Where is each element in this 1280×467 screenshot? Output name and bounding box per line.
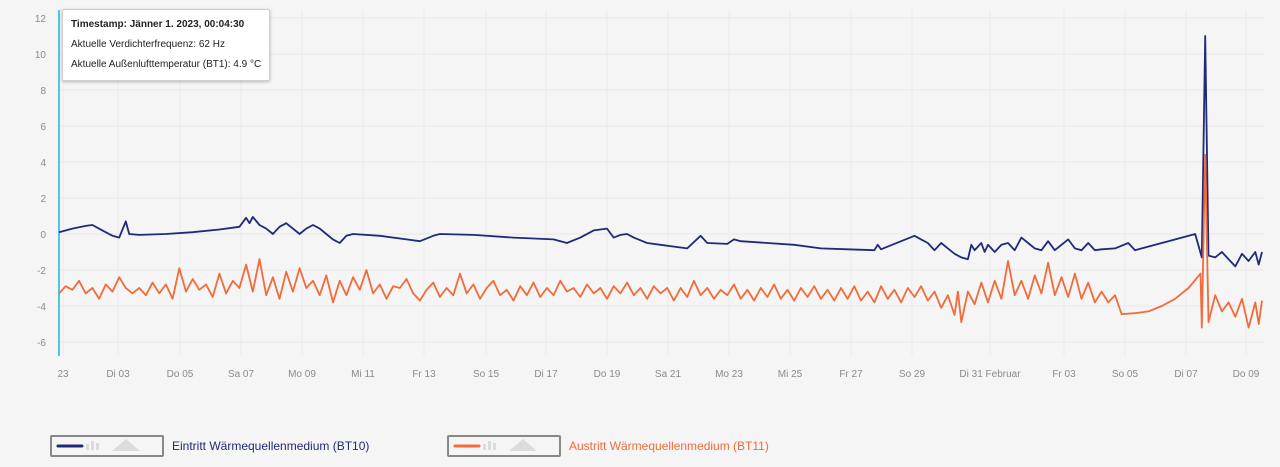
x-axis-ticks: 23 Di 03 Do 05 Sa 07 Mo 09 Mi 11 Fr 13 So 15 Di …: [57, 369, 1259, 380]
series-line-bt10[interactable]: [58, 35, 1263, 268]
tooltip-outdoor-temperature: Aktuelle Außenlufttemperatur (BT1): 4.9 …: [71, 59, 262, 70]
y-tick-label: -2: [37, 266, 46, 277]
x-tick-label: So 29: [899, 369, 926, 380]
x-tick-label: Di 03: [106, 369, 130, 380]
legend-item-bt11[interactable]: Austritt Wärmequellenmedium (BT11): [447, 433, 769, 459]
x-tick-label: Mi 25: [778, 369, 803, 380]
x-tick-label: Do 19: [594, 369, 621, 380]
legend-toggle-bt10[interactable]: [50, 435, 164, 457]
x-tick-label: Sa 07: [228, 369, 255, 380]
x-tick-label: 23: [57, 369, 69, 380]
y-tick-label: 12: [35, 14, 47, 25]
x-tick-label: Do 05: [167, 369, 194, 380]
legend-label-bt10: Eintritt Wärmequellenmedium (BT10): [172, 439, 370, 453]
legend-swatch-icon: [56, 439, 140, 451]
y-tick-label: 10: [35, 50, 47, 61]
x-tick-label: Fr 13: [412, 369, 436, 380]
y-tick-label: 2: [40, 194, 46, 205]
chart-series: [58, 35, 1263, 329]
x-tick-label: Di 17: [534, 369, 558, 380]
y-tick-label: 4: [40, 158, 46, 169]
x-tick-label: Mi 11: [351, 369, 375, 380]
x-tick-label: Fr 03: [1052, 369, 1076, 380]
x-tick-label: Mo 23: [715, 369, 743, 380]
legend-toggle-bt11[interactable]: [447, 435, 561, 457]
x-tick-label: Fr 27: [839, 369, 863, 380]
legend-label-bt11: Austritt Wärmequellenmedium (BT11): [569, 439, 769, 453]
legend-swatch-icon: [453, 439, 537, 451]
x-tick-label: So 05: [1112, 369, 1139, 380]
x-tick-label: Mo 09: [288, 369, 316, 380]
y-tick-label: 8: [40, 86, 46, 97]
y-tick-label: -6: [37, 338, 46, 349]
x-tick-label: Di 31 Februar: [959, 369, 1021, 380]
hover-tooltip: Timestamp: Jänner 1. 2023, 00:04:30 Aktu…: [62, 9, 271, 81]
x-tick-label: Do 09: [1233, 369, 1260, 380]
tooltip-timestamp: Timestamp: Jänner 1. 2023, 00:04:30: [71, 19, 245, 30]
y-tick-label: -4: [37, 302, 46, 313]
y-axis-ticks: 12 10 8 6 4 2 0 -2 -4 -6: [35, 14, 47, 349]
x-tick-label: Di 07: [1174, 369, 1198, 380]
x-tick-label: So 15: [473, 369, 500, 380]
tooltip-compressor-frequency: Aktuelle Verdichterfrequenz: 62 Hz: [71, 39, 225, 50]
y-tick-label: 6: [40, 122, 46, 133]
x-tick-label: Sa 21: [655, 369, 682, 380]
y-tick-label: 0: [40, 230, 46, 241]
series-line-bt11[interactable]: [58, 153, 1263, 329]
legend-item-bt10[interactable]: Eintritt Wärmequellenmedium (BT10): [50, 433, 369, 459]
